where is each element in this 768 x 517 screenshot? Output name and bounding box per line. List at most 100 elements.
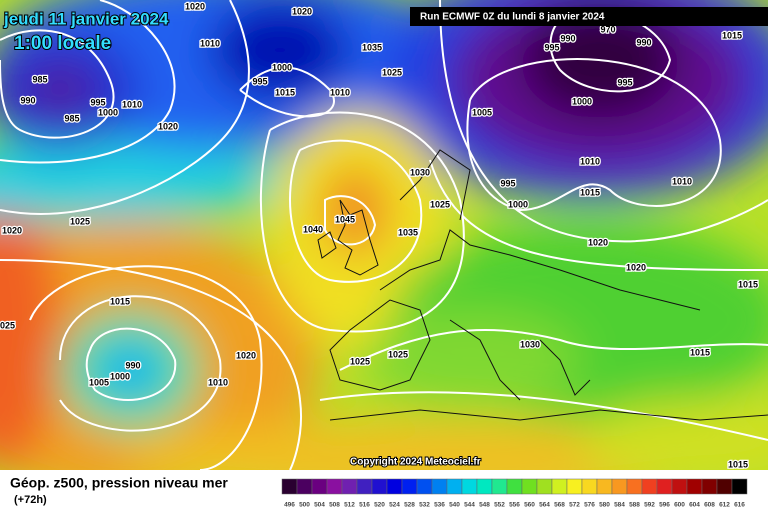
run-info: Run ECMWF 0Z du lundi 8 janvier 2024: [420, 12, 605, 23]
legend-swatch: [566, 478, 583, 495]
isobar-label: 990: [636, 37, 651, 47]
isobar-label: 1015: [275, 87, 295, 97]
isobar-label: 1020: [158, 121, 178, 131]
isobar-label: 1015: [580, 187, 600, 197]
isobar-label: 1040: [303, 224, 323, 234]
legend-swatch: [416, 478, 433, 495]
legend-label: 560: [524, 502, 535, 509]
isobar-label: 1015: [738, 279, 758, 289]
isobar-label: 1000: [98, 107, 118, 117]
isobar-label: 1000: [572, 96, 592, 106]
legend-swatch: [521, 478, 538, 495]
legend-label: 512: [344, 502, 355, 509]
legend-swatch: [341, 478, 358, 495]
isobar-label: 1010: [330, 87, 350, 97]
isobar-label: 1000: [508, 199, 528, 209]
legend-swatch: [596, 478, 613, 495]
coastlines: [317, 149, 768, 421]
isobar-label: 1045: [335, 214, 355, 224]
isobar-label: 995: [252, 76, 267, 86]
legend-swatch: [371, 478, 388, 495]
legend-label: 604: [689, 502, 700, 509]
isobar-label: 1000: [110, 371, 130, 381]
forecast-date: jeudi 11 janvier 2024: [3, 9, 169, 28]
isobar-label: 1025: [0, 320, 15, 330]
legend-label: 496: [284, 502, 295, 509]
legend-label: 588: [629, 502, 640, 509]
legend-label: 524: [389, 502, 400, 509]
legend-swatch: [626, 478, 643, 495]
isobar-label: 1015: [690, 347, 710, 357]
isobar-label: 1010: [122, 99, 142, 109]
copyright: Copyright 2024 Meteociel.fr: [350, 457, 481, 468]
forecast-range: (+72h): [14, 494, 47, 506]
legend-swatch: [446, 478, 463, 495]
legend-swatch: [461, 478, 478, 495]
isobar-label: 1015: [728, 459, 748, 469]
legend-swatch: [656, 478, 673, 495]
isobar-label: 1010: [208, 377, 228, 387]
isobar-label: 1020: [588, 237, 608, 247]
legend-label: 556: [509, 502, 520, 509]
legend-label: 600: [674, 502, 685, 509]
legend-label: 612: [719, 502, 730, 509]
isobar-label: 1010: [672, 176, 692, 186]
isobar-label: 1025: [382, 67, 402, 77]
legend-swatch: [401, 478, 418, 495]
isobar-label: 970: [600, 24, 615, 34]
legend-swatch: [611, 478, 628, 495]
isobar-label: 1020: [2, 225, 22, 235]
legend-swatch: [506, 478, 523, 495]
isobar-label: 1020: [292, 6, 312, 16]
legend-swatch: [491, 478, 508, 495]
legend-label: 576: [584, 502, 595, 509]
legend-swatch: [296, 478, 313, 495]
isobar-label: 995: [617, 77, 632, 87]
isobar-label: 985: [64, 113, 79, 123]
legend-label: 528: [404, 502, 415, 509]
color-legend: 496 500 504 508 512 516 520 524 528 532 536 540 544 5…: [281, 478, 748, 509]
isobar-label: 990: [125, 360, 140, 370]
isobar-label: 1005: [89, 377, 109, 387]
legend-label: 616: [734, 502, 745, 509]
isobar-label: 990: [20, 95, 35, 105]
isobar-label: 1025: [430, 199, 450, 209]
legend-label: 536: [434, 502, 445, 509]
isobar-label: 1010: [580, 156, 600, 166]
legend-label: 500: [299, 502, 310, 509]
legend-label: 516: [359, 502, 370, 509]
isobar-label: 1000: [272, 62, 292, 72]
isobar-label: 995: [90, 97, 105, 107]
legend-swatch: [431, 478, 448, 495]
legend-swatch: [731, 478, 748, 495]
isobar-label: 1035: [362, 42, 382, 52]
isobar-label: 1025: [70, 216, 90, 226]
isobar-label: 985: [32, 74, 47, 84]
isobar-label: 990: [560, 33, 575, 43]
legend-label: 596: [659, 502, 670, 509]
isobar-label: 1025: [388, 349, 408, 359]
isobar-label: 1020: [626, 262, 646, 272]
legend-label: 592: [644, 502, 655, 509]
isobar-label: 1015: [110, 296, 130, 306]
legend-swatch: [671, 478, 688, 495]
isobar-label: 1025: [350, 356, 370, 366]
isobar-label: 1005: [472, 107, 492, 117]
isobar-label: 995: [500, 178, 515, 188]
legend-label: 532: [419, 502, 430, 509]
legend-label: 548: [479, 502, 490, 509]
legend-label: 504: [314, 502, 325, 509]
legend-swatch: [356, 478, 373, 495]
isobar-label: 1020: [185, 1, 205, 11]
legend-swatch: [281, 478, 298, 495]
isobar-label: 1015: [722, 30, 742, 40]
isobar-label: 1010: [200, 38, 220, 48]
isobars: [0, 0, 768, 470]
legend-swatch: [476, 478, 493, 495]
legend-label: 508: [329, 502, 340, 509]
legend-swatch: [536, 478, 553, 495]
legend-swatch: [716, 478, 733, 495]
